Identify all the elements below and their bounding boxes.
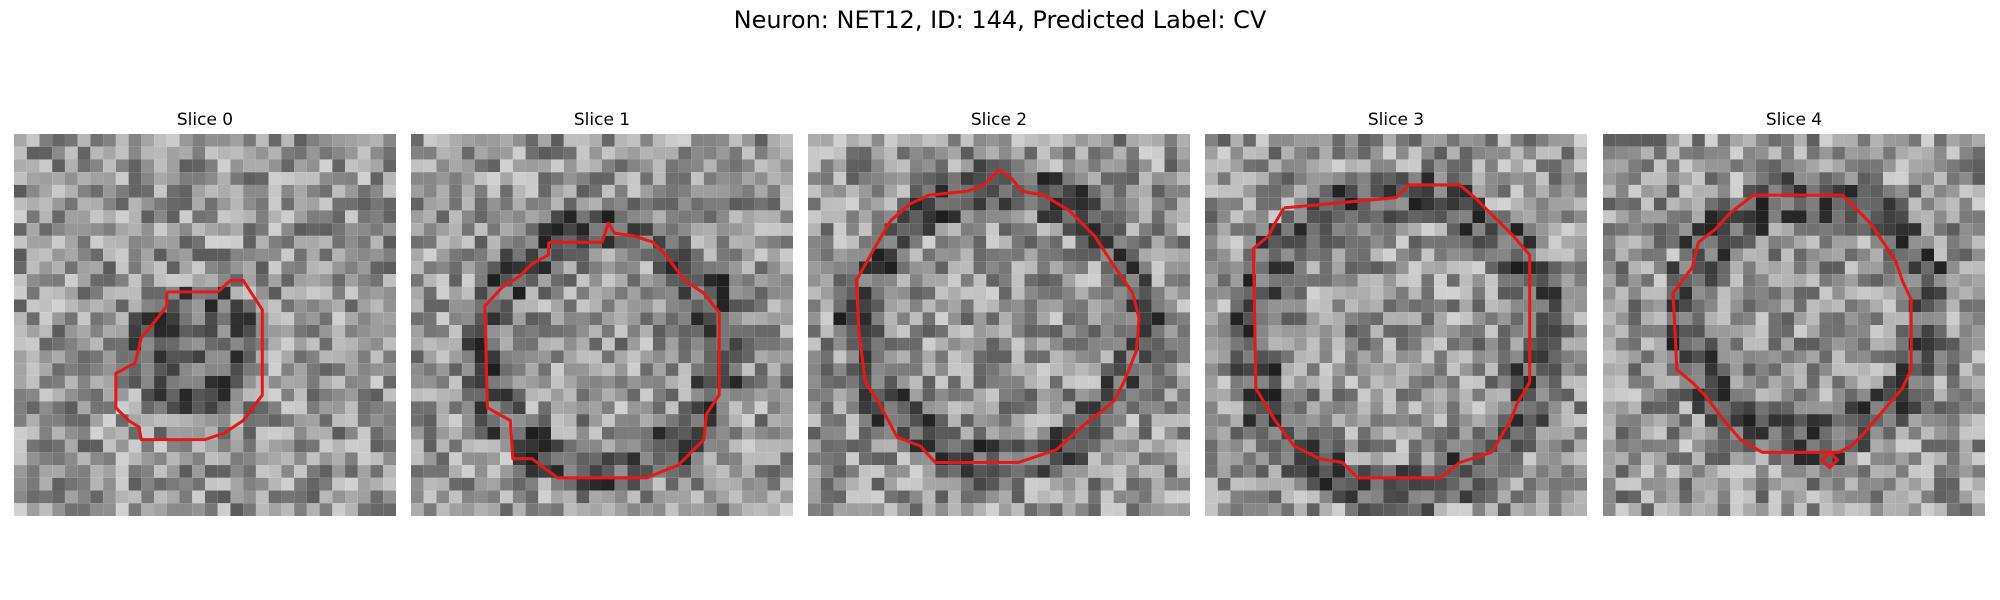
slice-panel-3: Slice 3 bbox=[1205, 108, 1587, 516]
segmentation-contour-0 bbox=[114, 278, 264, 442]
slice-image-0 bbox=[14, 134, 396, 516]
slice-title-3: Slice 3 bbox=[1367, 110, 1425, 130]
segmentation-contour-2 bbox=[854, 168, 1141, 465]
slice-panel-0: Slice 0 bbox=[14, 108, 396, 516]
segmentation-contour-4-fragment bbox=[1819, 450, 1840, 470]
segmentation-contour-3 bbox=[1251, 183, 1532, 480]
slice-panel-1: Slice 1 bbox=[411, 108, 793, 516]
slice-image-4 bbox=[1603, 134, 1985, 516]
slice-title-2: Slice 2 bbox=[970, 110, 1028, 130]
slice-title-0: Slice 0 bbox=[176, 110, 234, 130]
segmentation-contour-1 bbox=[483, 221, 721, 480]
slice-panel-4: Slice 4 bbox=[1603, 108, 1985, 516]
figure-title: Neuron: NET12, ID: 144, Predicted Label:… bbox=[733, 6, 1267, 34]
slice-panel-2: Slice 2 bbox=[808, 108, 1190, 516]
slice-image-1 bbox=[411, 134, 793, 516]
segmentation-contour-4 bbox=[1671, 193, 1913, 454]
slice-image-2 bbox=[808, 134, 1190, 516]
slice-title-4: Slice 4 bbox=[1765, 110, 1823, 130]
slice-title-1: Slice 1 bbox=[573, 110, 631, 130]
slice-image-3 bbox=[1205, 134, 1587, 516]
